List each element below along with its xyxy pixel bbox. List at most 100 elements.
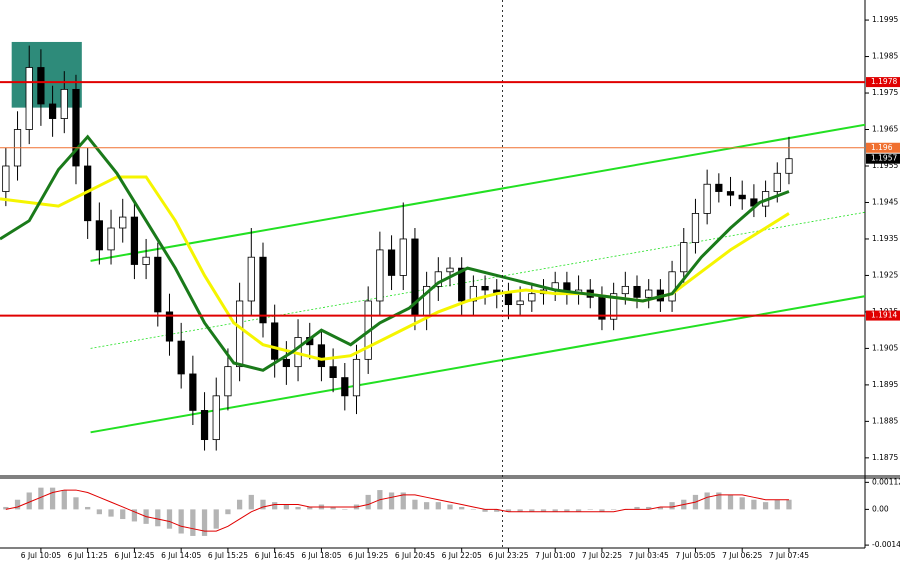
- macd-bar: [669, 502, 675, 510]
- candle-body: [25, 67, 33, 130]
- candle-body: [119, 216, 127, 229]
- macd-bar: [365, 494, 371, 510]
- candle-body: [282, 358, 290, 368]
- y-tick-label: 1.1895: [872, 380, 898, 389]
- macd-bar: [505, 509, 512, 512]
- x-tick-label: 6 Jul 18:05: [301, 551, 341, 560]
- macd-bar: [283, 504, 289, 510]
- macd-bar: [225, 509, 231, 515]
- x-tick-label: 6 Jul 16:45: [255, 551, 295, 560]
- x-tick-label: 6 Jul 11:25: [68, 551, 108, 560]
- candle-body: [107, 227, 115, 251]
- trendline: [90, 295, 865, 434]
- candle-body: [668, 271, 676, 302]
- x-tick-label: 7 Jul 03:45: [629, 551, 669, 560]
- level-tag: [866, 310, 900, 321]
- macd-bar: [3, 506, 9, 510]
- macd-bar: [494, 509, 500, 512]
- candle-body: [352, 358, 361, 397]
- macd-bar: [49, 487, 56, 510]
- candle-body: [738, 194, 746, 200]
- candle-body: [235, 300, 244, 368]
- level-tag: [866, 142, 900, 153]
- macd-bar: [540, 509, 547, 512]
- x-tick-label: 6 Jul 15:25: [208, 551, 248, 560]
- macd-bar: [388, 492, 395, 510]
- macd-bar: [716, 492, 722, 510]
- macd-bar: [470, 509, 477, 510]
- candle-body: [48, 103, 57, 119]
- candle-body: [376, 249, 384, 302]
- macd-bar: [26, 492, 32, 510]
- candle-body: [633, 285, 641, 298]
- macd-bar: [774, 499, 780, 510]
- x-tick-label: 6 Jul 19:25: [348, 551, 388, 560]
- macd-bar: [599, 509, 605, 512]
- candle-body: [317, 344, 326, 368]
- y-tick-label: 0.00112: [872, 477, 900, 486]
- candle-body: [645, 289, 653, 298]
- x-tick-label: 7 Jul 01:00: [535, 551, 575, 560]
- candle-body: [773, 172, 781, 192]
- candle-body: [516, 300, 524, 306]
- candle-body: [189, 373, 197, 411]
- y-tick-label: 1.1975: [872, 88, 898, 97]
- macd-bar: [96, 509, 102, 515]
- candle-body: [95, 220, 103, 251]
- y-tick-label: 0.00: [872, 504, 889, 513]
- macd-bar: [459, 506, 465, 510]
- macd-bar: [564, 509, 570, 512]
- macd-bar: [423, 502, 430, 510]
- y-tick-label: 1.1875: [872, 453, 898, 462]
- candle-body: [726, 191, 735, 196]
- candle-body: [177, 340, 185, 375]
- macd-bar: [131, 509, 138, 522]
- macd-bar: [108, 509, 114, 517]
- macd-signal: [5, 489, 789, 532]
- y-tick-label: -0.00148: [872, 540, 900, 549]
- candle-body: [165, 311, 174, 342]
- candle-body: [200, 410, 209, 441]
- candle-body: [715, 183, 723, 192]
- x-tick-label: 6 Jul 14:05: [161, 551, 201, 560]
- macd-bar: [14, 499, 21, 510]
- macd-bar: [646, 506, 652, 510]
- level-label: 1.1914: [871, 311, 897, 320]
- x-tick-label: 7 Jul 05:05: [675, 551, 715, 560]
- candle-body: [212, 395, 220, 441]
- macd-bar: [248, 494, 254, 510]
- candle-body: [37, 67, 45, 105]
- macd-bar: [330, 506, 336, 510]
- candle-body: [610, 293, 618, 320]
- macd-bar: [447, 504, 453, 510]
- candle-body: [785, 158, 793, 174]
- candle-body: [2, 165, 10, 192]
- macd-bar: [73, 497, 79, 510]
- macd-bar: [517, 509, 523, 512]
- candle-body: [528, 293, 536, 302]
- candle-body: [329, 366, 337, 378]
- candle-body: [259, 256, 267, 324]
- candle-body: [504, 293, 513, 306]
- macd-bar: [575, 509, 582, 512]
- level-tag: [866, 153, 900, 164]
- x-tick-label: 7 Jul 02:25: [582, 551, 622, 560]
- candle-body: [458, 267, 466, 302]
- macd-bar: [155, 509, 161, 527]
- x-tick-label: 6 Jul 10:05: [21, 551, 61, 560]
- macd-bar: [260, 499, 266, 510]
- x-tick-label: 7 Jul 06:25: [722, 551, 762, 560]
- macd-bar: [295, 506, 301, 510]
- macd-bar: [552, 509, 558, 512]
- candle-body: [224, 366, 232, 397]
- y-tick-label: 1.1925: [872, 270, 898, 279]
- macd-bar: [751, 499, 757, 510]
- macd-bar: [166, 509, 173, 529]
- candle-body: [341, 377, 349, 397]
- macd-bar: [178, 509, 184, 534]
- macd-bar: [38, 487, 44, 510]
- macd-bar: [61, 490, 67, 510]
- candle-body: [481, 285, 489, 291]
- candle-body: [72, 88, 80, 167]
